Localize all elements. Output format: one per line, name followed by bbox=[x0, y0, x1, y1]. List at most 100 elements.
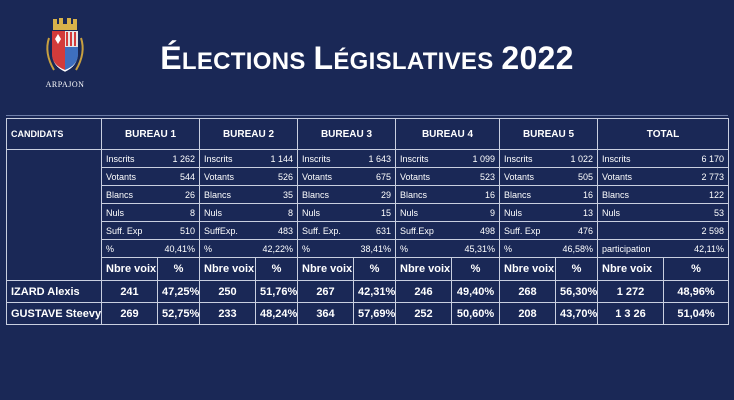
stat-value: 483 bbox=[255, 221, 298, 240]
stat-label: Inscrits bbox=[101, 149, 158, 168]
stats-row: Inscrits 1 262 Inscrits 1 144 Inscrits 1 643 I… bbox=[6, 149, 729, 281]
pct-label: % bbox=[157, 257, 200, 281]
page-title: ÉLECTIONS LÉGISLATIVES 2022 bbox=[160, 40, 574, 76]
stat-value: 29 bbox=[353, 185, 396, 204]
coat-of-arms-logo: ARPAJON bbox=[40, 18, 90, 90]
stat-value: 15 bbox=[353, 203, 396, 222]
results-table: CANDIDATS BUREAU 1 BUREAU 2 BUREAU 3 BUREAU … bbox=[6, 118, 729, 325]
stat-value: 42,22% bbox=[255, 239, 298, 258]
stat-label: Nuls bbox=[297, 203, 354, 222]
stat-label: Blancs bbox=[101, 185, 158, 204]
stat-value: 26 bbox=[157, 185, 200, 204]
stat-label: % bbox=[499, 239, 556, 258]
stat-label: Nuls bbox=[597, 203, 664, 222]
vote-percent: 50,60% bbox=[451, 302, 500, 325]
stat-label: Inscrits bbox=[199, 149, 256, 168]
stats-row: Votants 544 Votants 526 Votants 675 Votants 523… bbox=[7, 167, 729, 186]
stat-label: % bbox=[395, 239, 452, 258]
pct-label: % bbox=[663, 257, 729, 281]
candidate-row: IZARD Alexis 241 47,25% 250 51,76% 267 42,31% 2… bbox=[6, 280, 729, 303]
stat-label: SuffExp. bbox=[199, 221, 256, 240]
stat-value: 35 bbox=[255, 185, 298, 204]
candidate-name: GUSTAVE Steevy bbox=[6, 302, 102, 325]
stat-label: Inscrits bbox=[395, 149, 452, 168]
stats-row: Blancs 26 Blancs 35 Blancs 29 Blancs 16 Blancs 16… bbox=[7, 185, 729, 204]
stat-value: 45,31% bbox=[451, 239, 500, 258]
voix-label: Nbre voix bbox=[199, 257, 256, 281]
bureau-header: BUREAU 1 bbox=[101, 118, 200, 150]
bureau-header: BUREAU 5 bbox=[499, 118, 598, 150]
bureau-header: BUREAU 4 bbox=[395, 118, 500, 150]
arpajon-coat-of-arms-icon bbox=[46, 18, 84, 73]
vote-count: 246 bbox=[395, 280, 452, 303]
stat-value: 1 643 bbox=[353, 149, 396, 168]
vote-percent: 56,30% bbox=[555, 280, 598, 303]
pct-label: % bbox=[555, 257, 598, 281]
vote-count: 364 bbox=[297, 302, 354, 325]
candidate-row: GUSTAVE Steevy 269 52,75% 233 48,24% 364 57,69… bbox=[6, 302, 729, 325]
stat-label: Suff. Exp bbox=[101, 221, 158, 240]
stat-value: 510 bbox=[157, 221, 200, 240]
vote-count: 241 bbox=[101, 280, 158, 303]
voix-label: Nbre voix bbox=[395, 257, 452, 281]
vote-count: 1 272 bbox=[597, 280, 664, 303]
vote-count: 233 bbox=[199, 302, 256, 325]
voix-label: Nbre voix bbox=[297, 257, 354, 281]
stat-label: Inscrits bbox=[597, 149, 664, 168]
stats-row: Suff. Exp 510 SuffExp. 483 Suff. Exp. 631 Suff… bbox=[7, 221, 729, 240]
voix-label: Nbre voix bbox=[101, 257, 158, 281]
stat-label: Blancs bbox=[395, 185, 452, 204]
pct-label: % bbox=[255, 257, 298, 281]
vote-percent: 48,24% bbox=[255, 302, 298, 325]
bureau-header: TOTAL bbox=[597, 118, 729, 150]
stat-label: Suff. Exp bbox=[499, 221, 556, 240]
vote-count: 269 bbox=[101, 302, 158, 325]
stat-label: Nuls bbox=[199, 203, 256, 222]
bureau-header: BUREAU 2 bbox=[199, 118, 298, 150]
voix-label: Nbre voix bbox=[597, 257, 664, 281]
stat-value: 122 bbox=[663, 185, 729, 204]
stat-value: 42,11% bbox=[663, 239, 729, 258]
stat-value: 13 bbox=[555, 203, 598, 222]
stat-value: 53 bbox=[663, 203, 729, 222]
divider bbox=[6, 115, 728, 116]
stat-label: Blancs bbox=[597, 185, 664, 204]
stat-label: Votants bbox=[499, 167, 556, 186]
stats-row: Nuls 8 Nuls 8 Nuls 15 Nuls 9 Nuls 13 Nuls 53 bbox=[7, 203, 729, 222]
stat-value: 476 bbox=[555, 221, 598, 240]
stat-label: Votants bbox=[199, 167, 256, 186]
voix-label: Nbre voix bbox=[499, 257, 556, 281]
vote-percent: 42,31% bbox=[353, 280, 396, 303]
stat-label: Nuls bbox=[499, 203, 556, 222]
stat-value: 1 022 bbox=[555, 149, 598, 168]
vote-count: 250 bbox=[199, 280, 256, 303]
stat-value: 38,41% bbox=[353, 239, 396, 258]
stat-value: 9 bbox=[451, 203, 500, 222]
vote-count: 208 bbox=[499, 302, 556, 325]
stat-value: 46,58% bbox=[555, 239, 598, 258]
stat-value: 1 099 bbox=[451, 149, 500, 168]
stat-value: 505 bbox=[555, 167, 598, 186]
stat-value: 8 bbox=[157, 203, 200, 222]
candidats-blank-cell bbox=[6, 149, 102, 281]
stat-value: 1 144 bbox=[255, 149, 298, 168]
pct-label: % bbox=[353, 257, 396, 281]
stat-value: 6 170 bbox=[663, 149, 729, 168]
stat-value: 526 bbox=[255, 167, 298, 186]
stat-value: 544 bbox=[157, 167, 200, 186]
stat-label bbox=[597, 221, 664, 240]
stat-value: 16 bbox=[451, 185, 500, 204]
vote-percent: 57,69% bbox=[353, 302, 396, 325]
stat-label: Votants bbox=[395, 167, 452, 186]
vote-percent: 48,96% bbox=[663, 280, 729, 303]
stat-label: Suff. Exp. bbox=[297, 221, 354, 240]
vote-percent: 52,75% bbox=[157, 302, 200, 325]
stat-label: Votants bbox=[297, 167, 354, 186]
vote-percent: 49,40% bbox=[451, 280, 500, 303]
stat-label: Suff.Exp bbox=[395, 221, 452, 240]
vote-count: 267 bbox=[297, 280, 354, 303]
stat-label: Nuls bbox=[395, 203, 452, 222]
stat-value: 1 262 bbox=[157, 149, 200, 168]
vote-percent: 47,25% bbox=[157, 280, 200, 303]
stat-label: % bbox=[101, 239, 158, 258]
